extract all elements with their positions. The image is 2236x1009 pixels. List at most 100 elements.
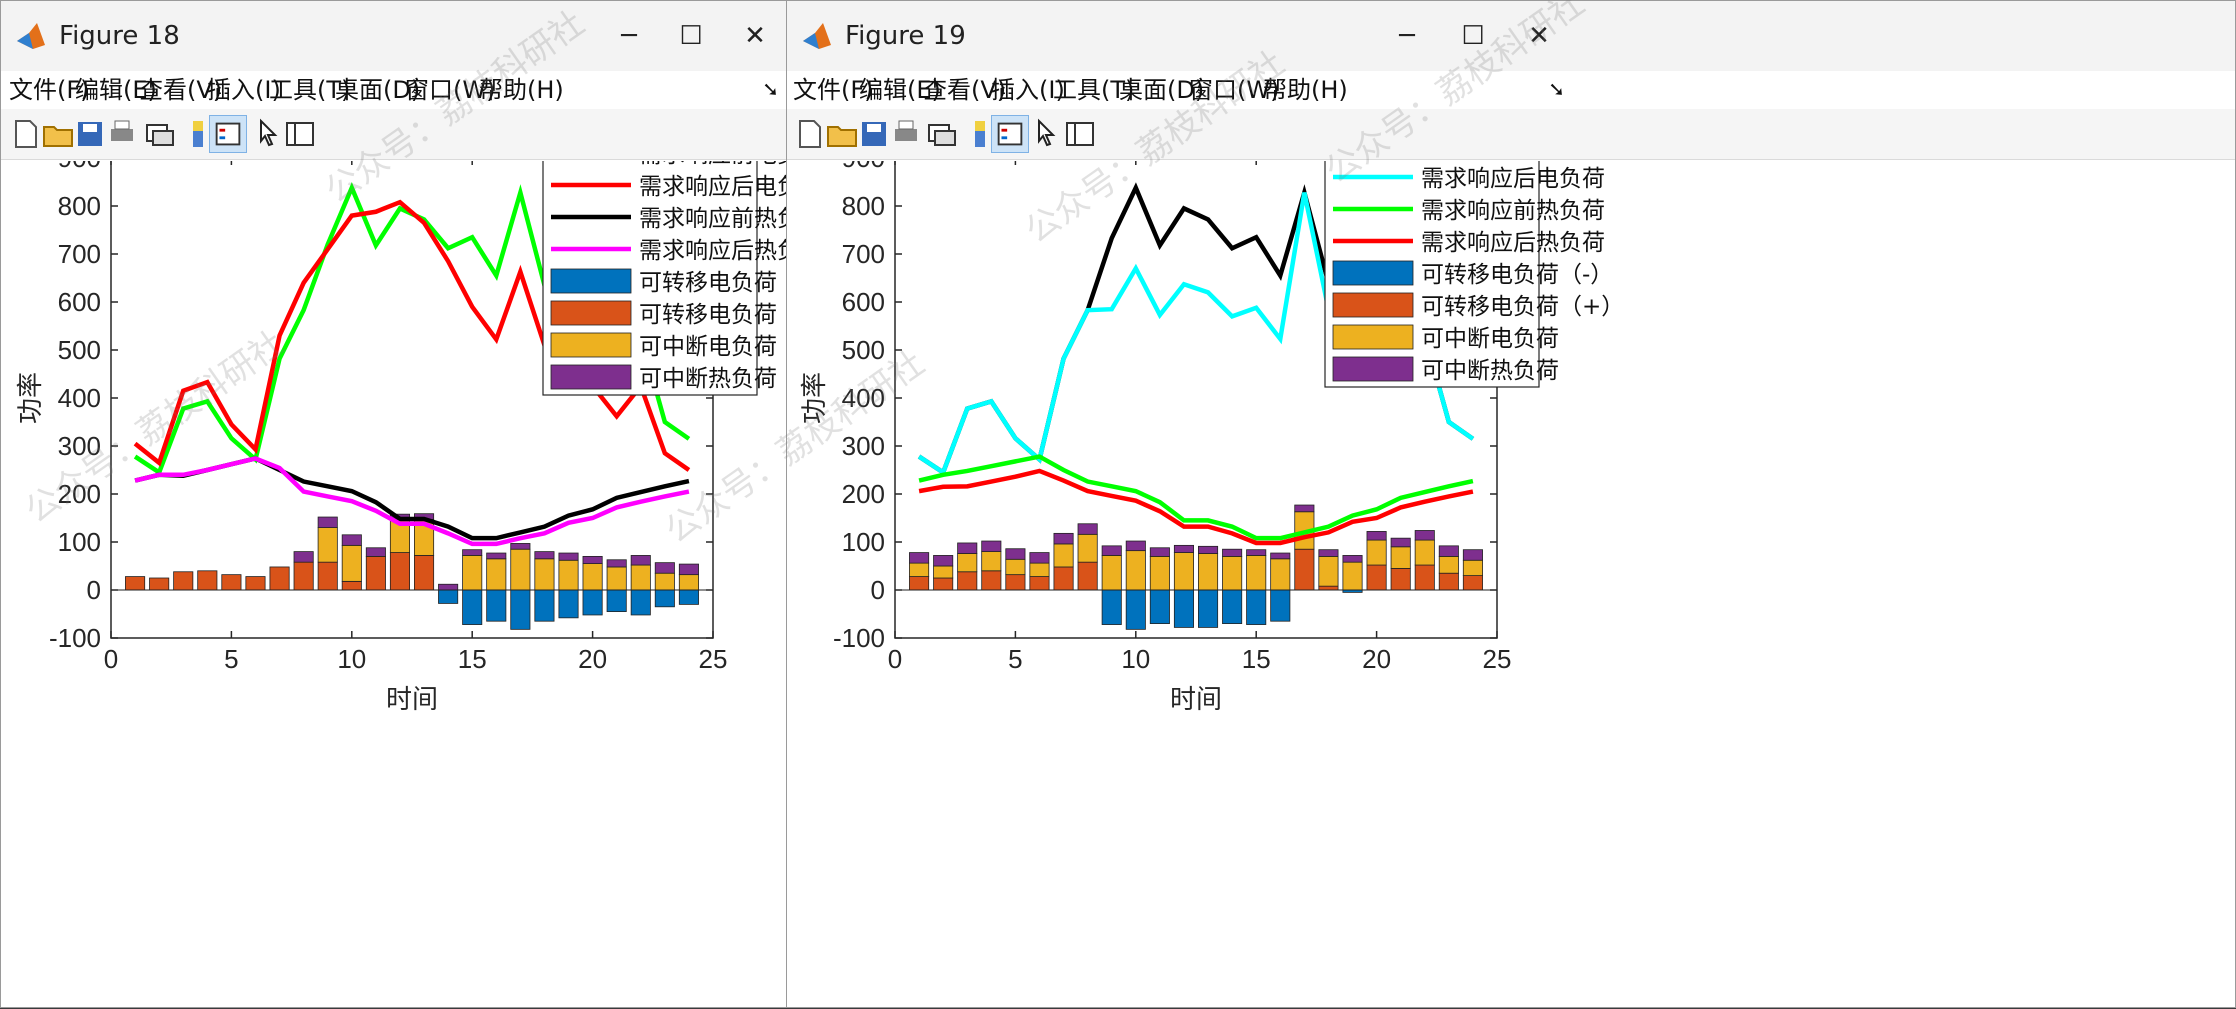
save-icon[interactable] [71, 115, 109, 153]
bar [317, 527, 338, 563]
menu-help[interactable]: 帮助(H) [479, 76, 564, 104]
bar [1101, 589, 1122, 625]
menu-insert[interactable]: 插入(I) [207, 76, 281, 104]
menu-view[interactable]: 查看(V) [923, 76, 1007, 104]
close-icon[interactable]: ✕ [744, 21, 766, 51]
y-tick-label: 0 [87, 575, 101, 605]
bar [957, 553, 978, 573]
bar [1125, 540, 1146, 552]
print-icon[interactable] [887, 115, 925, 153]
bar [1029, 576, 1050, 591]
title-bar[interactable]: Figure 18 ─ ☐ ✕ [1, 1, 787, 71]
maximize-icon[interactable]: ☐ [679, 21, 703, 51]
bar [1077, 533, 1098, 563]
x-tick-label: 20 [1362, 644, 1391, 674]
bar [630, 589, 651, 616]
bar [1005, 574, 1026, 591]
link-plot-icon[interactable] [141, 115, 179, 153]
window-title: Figure 19 [845, 21, 966, 51]
close-icon[interactable]: ✕ [1528, 21, 1550, 51]
bar [630, 555, 651, 566]
bar [125, 576, 146, 591]
menu-view[interactable]: 查看(V) [139, 76, 223, 104]
link-plot-icon[interactable] [923, 115, 961, 153]
x-tick-label: 15 [458, 644, 487, 674]
insert-colorbar-icon[interactable] [961, 115, 999, 153]
menu-window[interactable]: 窗口(W) [1189, 76, 1280, 104]
print-icon[interactable] [103, 115, 141, 153]
menu-edit[interactable]: 编辑(E) [75, 76, 157, 104]
legend: 需求响应前电负荷需求响应后电负荷需求响应前热负荷需求响应后热负荷可转移电负荷（-… [1324, 161, 1624, 388]
bar [1125, 589, 1146, 630]
open-folder-icon[interactable] [39, 115, 77, 153]
legend-label: 可转移电负荷（+） [1421, 294, 1624, 320]
menu-file[interactable]: 文件(F) [9, 76, 90, 104]
menu-tools[interactable]: 工具(T) [269, 76, 351, 104]
bar [486, 558, 507, 591]
minimize-icon[interactable]: ─ [621, 21, 637, 51]
bar [1318, 585, 1339, 591]
bar [678, 589, 699, 605]
bar [462, 589, 483, 625]
legend-label: 可转移电负荷（-） [1421, 262, 1613, 288]
property-inspector-icon[interactable] [1061, 115, 1099, 153]
bar [1029, 552, 1050, 564]
save-icon[interactable] [855, 115, 893, 153]
bar [1173, 589, 1194, 628]
maximize-icon[interactable]: ☐ [1461, 21, 1485, 51]
select-arrow-icon[interactable] [249, 115, 287, 153]
menu-insert[interactable]: 插入(I) [991, 76, 1065, 104]
menu-window[interactable]: 窗口(W) [405, 76, 496, 104]
property-inspector-icon[interactable] [281, 115, 319, 153]
bar [1246, 555, 1267, 591]
new-file-icon[interactable] [7, 115, 45, 153]
insert-legend-icon[interactable] [991, 115, 1029, 153]
menu-file[interactable]: 文件(F) [793, 76, 874, 104]
series-line [918, 454, 1474, 541]
menu-edit[interactable]: 编辑(E) [859, 76, 941, 104]
dock-arrow-icon[interactable]: ➘ [762, 77, 779, 101]
y-tick-label: 700 [842, 239, 885, 269]
bar [606, 559, 627, 568]
menu-desktop[interactable]: 桌面(D) [1119, 76, 1205, 104]
menu-tools[interactable]: 工具(T) [1053, 76, 1135, 104]
bar [1270, 552, 1291, 560]
bar [1390, 546, 1411, 569]
legend-label: 可转移电负荷（-） [639, 270, 787, 296]
title-bar[interactable]: Figure 19 ─ ☐ ✕ [787, 1, 2235, 71]
bar [1462, 575, 1483, 591]
toolbar [1, 109, 787, 160]
select-arrow-icon[interactable] [1027, 115, 1065, 153]
legend-label: 可中断热负荷 [1421, 358, 1559, 384]
open-folder-icon[interactable] [823, 115, 861, 153]
bar [510, 543, 531, 550]
legend-label: 可中断热负荷 [639, 366, 777, 392]
bar [654, 562, 675, 574]
x-tick-label: 0 [888, 644, 902, 674]
x-tick-label: 0 [104, 644, 118, 674]
bar [510, 589, 531, 630]
menu-help[interactable]: 帮助(H) [1263, 76, 1348, 104]
bar [462, 549, 483, 556]
bar [1294, 504, 1315, 513]
legend-swatch [1332, 292, 1414, 318]
bar [365, 555, 386, 591]
new-file-icon[interactable] [791, 115, 829, 153]
bar [414, 555, 435, 591]
menu-desktop[interactable]: 桌面(D) [335, 76, 421, 104]
matlab-logo-icon [17, 23, 45, 49]
bar [341, 544, 362, 582]
x-axis-label: 时间 [386, 685, 438, 715]
insert-colorbar-icon[interactable] [179, 115, 217, 153]
y-axis-label: 功率 [800, 372, 830, 424]
legend-label: 需求响应后热负荷 [1421, 230, 1605, 256]
bar [981, 551, 1002, 572]
insert-legend-icon[interactable] [209, 115, 247, 153]
minimize-icon[interactable]: ─ [1399, 21, 1415, 51]
bar [1366, 531, 1387, 541]
bar [462, 555, 483, 591]
bar [1390, 567, 1411, 591]
dock-arrow-icon[interactable]: ➘ [1548, 77, 1565, 101]
y-tick-label: 300 [842, 431, 885, 461]
legend: 需求响应前电负荷需求响应后电负荷需求响应前热负荷需求响应后热负荷可转移电负荷（-… [542, 161, 787, 396]
